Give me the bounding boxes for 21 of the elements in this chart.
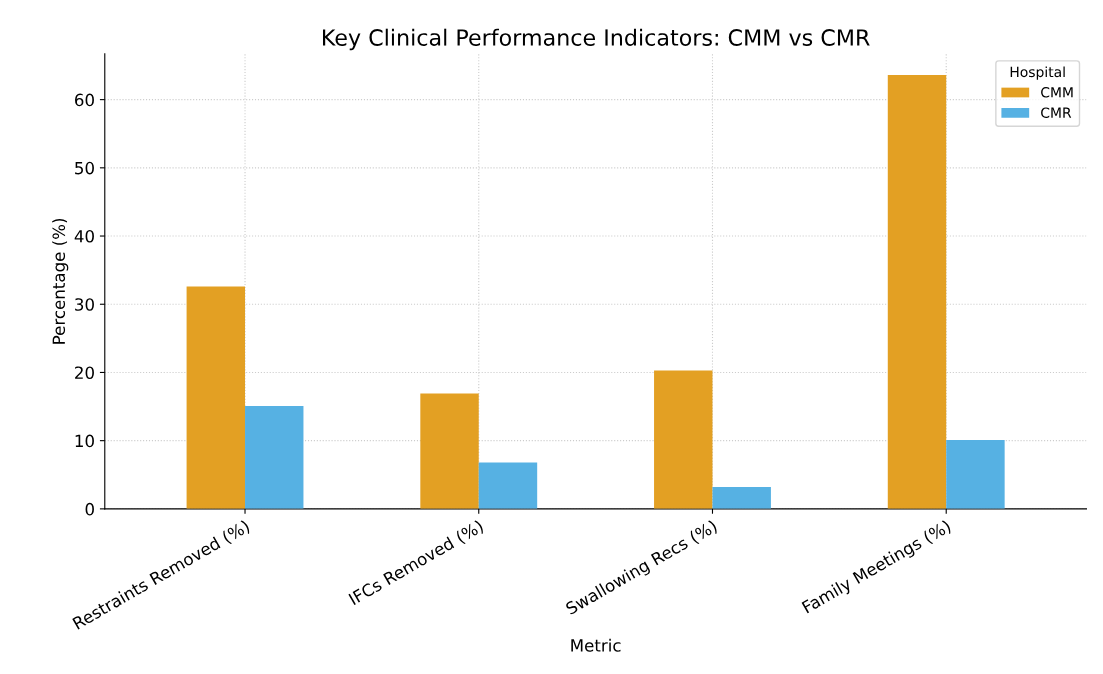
legend-label: CMR [1041, 107, 1072, 118]
bar [946, 439, 1005, 509]
legend-label: CMM [1041, 87, 1073, 98]
chart-title: Key Clinical Performance Indicators: CMM vs CMR [323, 28, 870, 51]
y-tick-label: 30 [75, 298, 94, 311]
y-tick-label: 50 [75, 161, 94, 175]
bar [420, 393, 479, 509]
bar [478, 462, 538, 509]
bar [712, 487, 771, 509]
y-axis-title: Percentage (%) [52, 218, 69, 344]
bar [887, 75, 947, 509]
x-axis-title: Metric [571, 638, 621, 652]
y-tick-label: 10 [75, 434, 94, 448]
y-tick-label: 60 [75, 93, 94, 107]
y-tick-label: 40 [74, 230, 94, 243]
y-tick-label: 0 [85, 502, 94, 516]
y-tick-label: 20 [75, 366, 94, 380]
legend-title: Hospital [1010, 66, 1065, 80]
bar [186, 286, 246, 509]
bar [654, 370, 713, 509]
bar [245, 405, 304, 509]
